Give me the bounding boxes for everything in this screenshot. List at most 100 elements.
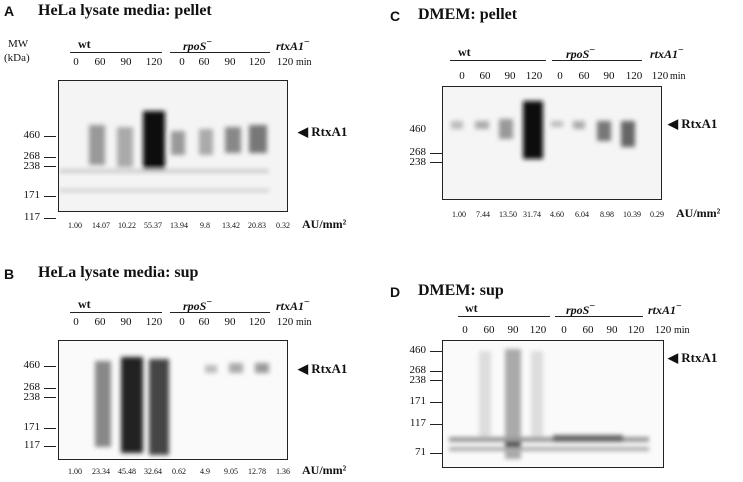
mw-tick: [430, 371, 442, 372]
rtxa1-arrow-a: ◀ RtxA1: [298, 124, 348, 139]
group-label-rpos: rpoS−: [566, 45, 596, 61]
au-value: 31.74: [523, 210, 541, 219]
group-label-rpos: rpoS−: [183, 37, 213, 53]
time-label: 0: [561, 324, 567, 336]
mw-marker-171: 171: [23, 189, 41, 201]
au-value: 10.22: [118, 221, 136, 230]
mw-tick: [430, 351, 442, 352]
au-value: 9.8: [200, 221, 210, 230]
mw-marker-117: 117: [23, 211, 40, 223]
mw-marker-460: 460: [23, 359, 41, 371]
au-unit: AU/mm²: [302, 463, 347, 477]
mw-tick: [430, 453, 442, 454]
group-label-wt: wt: [465, 301, 478, 315]
time-unit: min: [674, 325, 690, 336]
au-value: 12.78: [248, 467, 266, 476]
panel-title-b: HeLa lysate media: sup: [38, 264, 199, 281]
mw-marker-238: 238: [23, 160, 41, 172]
mw-marker-268: 268: [409, 146, 427, 158]
mw-tick: [44, 136, 56, 137]
au-value: 0.62: [172, 467, 186, 476]
panel-letter-c: C: [390, 8, 401, 24]
blot-image-a: [58, 80, 288, 212]
au-value: 0.29: [650, 210, 664, 219]
group-label-wt: wt: [78, 297, 91, 311]
time-label: 90: [120, 56, 132, 68]
group-underline: [170, 312, 270, 313]
au-value: 32.64: [144, 467, 162, 476]
mw-tick: [430, 380, 442, 381]
group-underline: [555, 316, 643, 317]
time-label: 60: [94, 316, 106, 328]
rtxa1-arrow-c: ◀ RtxA1: [668, 116, 718, 131]
time-label: 0: [557, 70, 563, 82]
time-label: 90: [224, 56, 236, 68]
panel-letter-b: B: [4, 266, 15, 282]
time-label: 120: [529, 324, 547, 336]
au-value: 45.48: [118, 467, 136, 476]
mw-header: MW: [8, 38, 29, 50]
time-label: 60: [94, 56, 106, 68]
au-value: 0.32: [276, 221, 290, 230]
group-label-rpos: rpoS−: [566, 301, 596, 317]
time-label: 120: [276, 56, 294, 68]
panel-title-c: DMEM: pellet: [418, 6, 518, 23]
mw-marker-238: 238: [409, 156, 427, 168]
au-value: 13.50: [499, 210, 517, 219]
mw-marker-117: 117: [409, 417, 426, 429]
blot-image-b: [58, 340, 288, 460]
au-value: 1.36: [276, 467, 290, 476]
group-label-rpos: rpoS−: [183, 297, 213, 313]
au-value: 55.37: [144, 221, 162, 230]
time-label: 0: [462, 324, 468, 336]
au-value: 4.60: [550, 210, 564, 219]
au-value: 4.9: [200, 467, 210, 476]
mw-tick: [44, 397, 56, 398]
mw-marker-71: 71: [415, 446, 426, 458]
group-underline: [170, 52, 270, 53]
time-unit: min: [296, 57, 312, 68]
group-underline: [458, 316, 550, 317]
mw-marker-268: 268: [409, 364, 427, 376]
time-label: 120: [145, 56, 163, 68]
panel-title-a: HeLa lysate media: pellet: [38, 2, 212, 19]
panel-letter-d: D: [390, 284, 401, 300]
group-label-wt: wt: [78, 37, 91, 51]
au-value: 8.98: [600, 210, 614, 219]
blot-image-c: [442, 86, 662, 200]
au-value: 1.00: [452, 210, 466, 219]
group-label-wt: wt: [458, 45, 471, 59]
mw-tick: [44, 157, 56, 158]
time-label: 0: [179, 316, 185, 328]
time-label: 60: [198, 316, 210, 328]
au-value: 10.39: [623, 210, 641, 219]
mw-tick: [430, 402, 442, 403]
group-label-rtxa1: rtxA1−: [276, 297, 310, 313]
time-label: 60: [483, 324, 495, 336]
time-label: 60: [479, 70, 491, 82]
mw-tick: [44, 428, 56, 429]
time-label: 120: [525, 70, 543, 82]
time-label: 60: [578, 70, 590, 82]
mw-marker-460: 460: [409, 344, 427, 356]
time-label: 120: [651, 70, 669, 82]
au-value: 20.83: [248, 221, 266, 230]
au-value: 9.05: [224, 467, 238, 476]
time-label: 90: [606, 324, 618, 336]
mw-tick: [430, 153, 442, 154]
group-label-rtxa1: rtxA1−: [648, 301, 682, 317]
time-label: 120: [654, 324, 672, 336]
mw-marker-171: 171: [23, 421, 41, 433]
time-label: 0: [459, 70, 465, 82]
time-label: 0: [73, 56, 79, 68]
group-underline: [70, 312, 162, 313]
au-value: 1.00: [68, 467, 82, 476]
time-label: 120: [248, 316, 266, 328]
time-unit: min: [296, 317, 312, 328]
mw-tick: [44, 166, 56, 167]
mw-tick: [44, 388, 56, 389]
mw-tick: [44, 218, 56, 219]
au-unit: AU/mm²: [302, 217, 347, 231]
mw-marker-238: 238: [409, 374, 427, 386]
mw-marker-460: 460: [409, 123, 427, 135]
